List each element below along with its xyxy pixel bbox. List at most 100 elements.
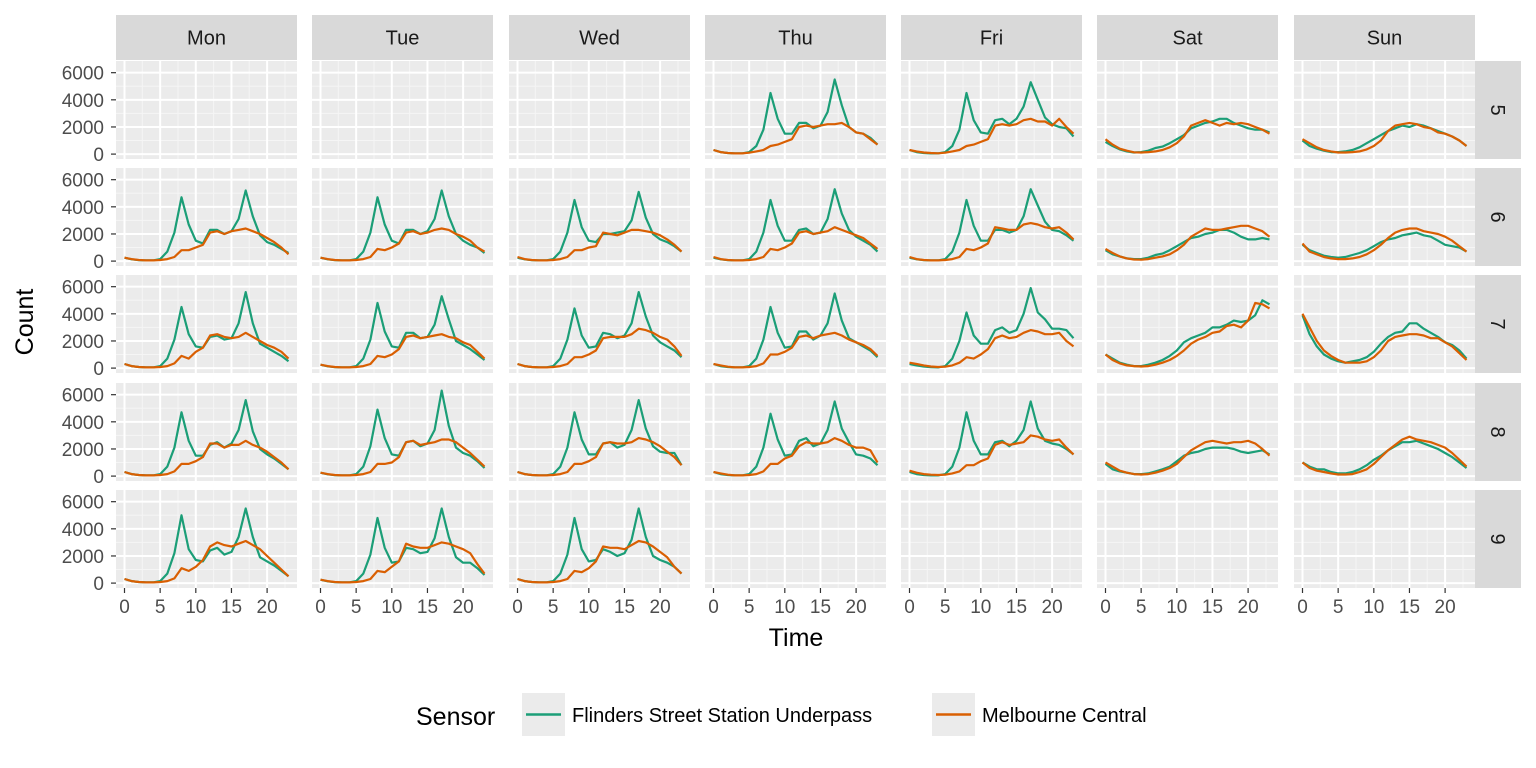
panel-sat-6: [1097, 168, 1278, 266]
col-strip-tue: Tue: [312, 15, 493, 60]
x-tick-label: 15: [614, 597, 635, 618]
row-strip-6: 6: [1475, 168, 1521, 266]
panel-background: [1097, 61, 1278, 159]
strip-background: [509, 15, 690, 60]
panel-background: [1097, 275, 1278, 373]
col-strip-label: Mon: [187, 28, 226, 50]
x-tick-label: 20: [453, 597, 474, 618]
panel-wed-6: [509, 168, 690, 266]
panel-background: [509, 168, 690, 266]
panel-mon-7: [116, 275, 297, 373]
y-tick-label: 2000: [62, 118, 104, 139]
col-strip-mon: Mon: [116, 15, 297, 60]
y-tick-label: 2000: [62, 547, 104, 568]
series-line-melbourne: [713, 437, 879, 477]
panel-background: [509, 275, 690, 373]
col-strip-sun: Sun: [1294, 15, 1475, 60]
strip-background: [901, 15, 1082, 60]
x-tick-label: 10: [185, 597, 206, 618]
series-line-melbourne: [320, 541, 486, 584]
series-line-melbourne: [713, 331, 879, 369]
x-tick-label: 10: [578, 597, 599, 618]
legend-label-flinders: Flinders Street Station Underpass: [572, 705, 872, 727]
panel-background: [1294, 168, 1475, 266]
x-axis-title: Time: [769, 624, 824, 652]
x-tick-label: 0: [708, 597, 719, 618]
y-tick-label: 4000: [62, 413, 104, 434]
series-line-melbourne: [909, 434, 1075, 477]
series-line-melbourne: [320, 438, 486, 477]
row-strip-7: 7: [1475, 275, 1521, 373]
strip-background: [1475, 490, 1521, 588]
panel-background: [705, 168, 886, 266]
panel-wed-9: [509, 490, 690, 588]
panel-background: [312, 490, 493, 588]
y-tick-label: 2000: [62, 440, 104, 461]
y-tick-label: 6000: [62, 493, 104, 514]
series-line-melbourne: [909, 222, 1075, 262]
col-strip-label: Thu: [778, 28, 812, 50]
panel-background: [901, 61, 1082, 159]
panel-background: [509, 490, 690, 588]
series-line-melbourne: [1104, 439, 1271, 476]
col-strip-label: Tue: [386, 28, 420, 50]
panel-tue-9: [312, 490, 493, 588]
panel-background: [1097, 490, 1278, 588]
strip-background: [1475, 383, 1521, 481]
panel-wed-7: [509, 275, 690, 373]
panel-background: [116, 383, 297, 481]
series-line-melbourne: [1104, 119, 1271, 154]
y-tick-label: 0: [93, 252, 104, 273]
strip-background: [705, 15, 886, 60]
strip-background: [1475, 275, 1521, 373]
y-axis: 0 2000 4000 6000 0 2000 4000 6000 0 2000 4000 6000 0…: [62, 64, 116, 595]
series-line-melbourne: [517, 539, 683, 584]
series-line-melbourne: [909, 329, 1075, 369]
x-tick-label: 20: [846, 597, 867, 618]
panel-background: [509, 61, 690, 159]
row-strip-8: 8: [1475, 383, 1521, 481]
panel-wed-5: [509, 61, 690, 159]
panel-sun-6: [1294, 168, 1475, 266]
panel-background: [901, 168, 1082, 266]
series-line-melbourne: [1104, 224, 1271, 261]
row-strip-5: 5: [1475, 61, 1521, 159]
panel-background: [705, 61, 886, 159]
strip-background: [1294, 15, 1475, 60]
series-line-melbourne: [1301, 313, 1468, 364]
panel-background: [705, 275, 886, 373]
x-tick-label: 0: [315, 597, 326, 618]
panel-background: [901, 383, 1082, 481]
panel-sat-5: [1097, 61, 1278, 159]
row-strip-9: 9: [1475, 490, 1521, 588]
panel-thu-5: [705, 61, 886, 159]
panel-tue-5: [312, 61, 493, 159]
panel-fri-6: [901, 168, 1082, 266]
panel-background: [116, 61, 297, 159]
panel-background: [1097, 168, 1278, 266]
x-tick-label: 5: [548, 597, 559, 618]
panel-fri-9: [901, 490, 1082, 588]
panel-background: [1294, 275, 1475, 373]
x-tick-label: 15: [1399, 597, 1420, 618]
row-facet-strips: 5 6 7 8 9: [1475, 61, 1521, 588]
legend-title: Sensor: [416, 703, 495, 731]
row-strip-label: 7: [1486, 318, 1508, 329]
panel-background: [509, 383, 690, 481]
series-line-melbourne: [1301, 121, 1468, 154]
panel-fri-5: [901, 61, 1082, 159]
panel-thu-9: [705, 490, 886, 588]
x-tick-label: 5: [744, 597, 755, 618]
x-tick-label: 5: [155, 597, 166, 618]
legend-label-melbourne: Melbourne Central: [982, 705, 1147, 727]
panel-wed-8: [509, 383, 690, 481]
strip-background: [1475, 168, 1521, 266]
panel-sat-7: [1097, 275, 1278, 373]
panel-background: [705, 383, 886, 481]
x-tick-label: 10: [1363, 597, 1384, 618]
x-tick-label: 15: [1202, 597, 1223, 618]
panel-background: [312, 61, 493, 159]
panel-mon-5: [116, 61, 297, 159]
y-tick-label: 6000: [62, 278, 104, 299]
